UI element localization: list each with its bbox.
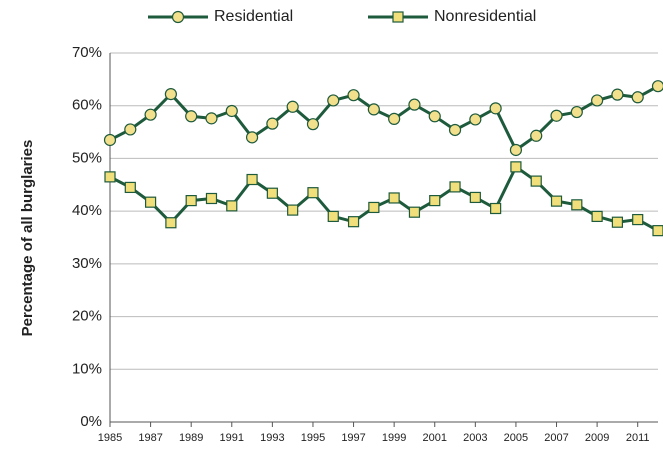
x-tick-label: 2003 (463, 432, 487, 444)
data-point (247, 175, 257, 185)
y-tick-label: 0% (80, 413, 102, 430)
data-point (267, 188, 277, 198)
data-point (328, 211, 338, 221)
data-point (511, 162, 521, 172)
data-point (491, 204, 501, 214)
y-tick-label: 70% (72, 44, 102, 61)
legend-marker (393, 12, 403, 22)
data-point (328, 95, 339, 106)
data-point (612, 89, 623, 100)
data-point (429, 111, 440, 122)
data-point (592, 211, 602, 221)
data-point (450, 182, 460, 192)
data-point (105, 172, 115, 182)
legend-marker (173, 12, 184, 23)
x-tick-label: 2001 (422, 432, 446, 444)
data-point (165, 89, 176, 100)
x-tick-label: 1985 (98, 432, 122, 444)
data-point (450, 124, 461, 135)
y-tick-label: 40% (72, 202, 102, 219)
x-tick-label: 2005 (504, 432, 528, 444)
data-point (572, 200, 582, 210)
data-point (470, 114, 481, 125)
data-point (105, 134, 116, 145)
data-point (308, 188, 318, 198)
data-point (632, 92, 643, 103)
data-point (227, 201, 237, 211)
legend-label: Residential (214, 8, 293, 25)
data-point (551, 110, 562, 121)
data-point (612, 217, 622, 227)
y-tick-label: 10% (72, 360, 102, 377)
x-tick-label: 2009 (585, 432, 609, 444)
data-point (531, 176, 541, 186)
data-point (125, 182, 135, 192)
data-point (510, 144, 521, 155)
x-tick-label: 1989 (179, 432, 203, 444)
data-point (125, 124, 136, 135)
x-tick-label: 1991 (220, 432, 244, 444)
x-tick-label: 1999 (382, 432, 406, 444)
y-axis-label: Percentage of all burglaries (19, 140, 36, 337)
data-point (571, 107, 582, 118)
data-point (349, 217, 359, 227)
data-point (470, 192, 480, 202)
x-tick-label: 1993 (260, 432, 284, 444)
data-point (288, 205, 298, 215)
data-point (409, 99, 420, 110)
data-point (146, 197, 156, 207)
data-point (186, 196, 196, 206)
y-tick-label: 60% (72, 97, 102, 114)
data-point (369, 202, 379, 212)
x-tick-label: 2011 (626, 432, 650, 444)
y-tick-label: 20% (72, 308, 102, 325)
data-point (490, 103, 501, 114)
data-point (166, 218, 176, 228)
data-point (307, 119, 318, 130)
data-point (186, 111, 197, 122)
data-point (287, 101, 298, 112)
data-point (653, 81, 663, 92)
data-point (226, 105, 237, 116)
x-tick-label: 1997 (341, 432, 365, 444)
y-tick-label: 30% (72, 255, 102, 272)
data-point (409, 207, 419, 217)
data-point (368, 104, 379, 115)
data-point (206, 193, 216, 203)
data-point (145, 109, 156, 120)
data-point (389, 113, 400, 124)
data-point (653, 226, 663, 236)
data-point (531, 130, 542, 141)
data-point (430, 196, 440, 206)
data-point (267, 118, 278, 129)
x-tick-label: 1995 (301, 432, 325, 444)
x-tick-label: 1987 (138, 432, 162, 444)
y-tick-label: 50% (72, 149, 102, 166)
data-point (633, 215, 643, 225)
x-tick-label: 2007 (544, 432, 568, 444)
data-point (348, 90, 359, 101)
data-point (247, 132, 258, 143)
data-point (389, 193, 399, 203)
data-point (552, 196, 562, 206)
legend-label: Nonresidential (434, 8, 536, 25)
data-point (592, 95, 603, 106)
data-point (206, 113, 217, 124)
